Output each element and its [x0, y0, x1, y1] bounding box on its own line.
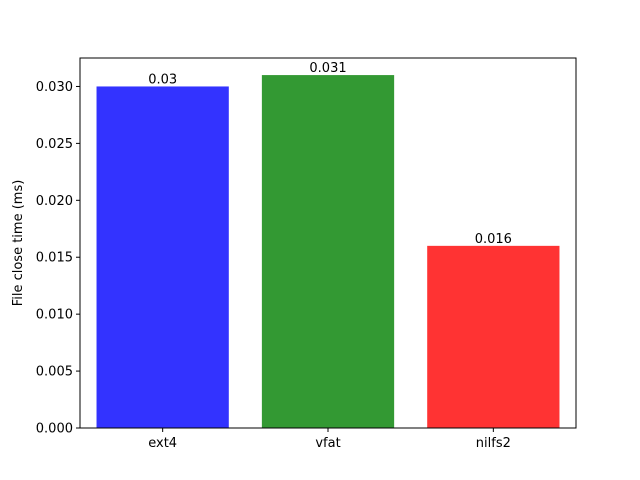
data-label-vfat: 0.031	[309, 61, 346, 76]
y-tick-label: 0.005	[36, 365, 73, 380]
y-tick-label: 0.015	[36, 251, 73, 266]
x-axis: ext4 vfat nilfs2	[148, 428, 511, 451]
y-tick-label: 0.030	[36, 80, 73, 95]
y-axis-label: File close time (ms)	[11, 180, 26, 307]
y-tick-label: 0.020	[36, 194, 73, 209]
x-tick-label-nilfs2: nilfs2	[476, 436, 511, 451]
bar-nilfs2	[427, 245, 560, 428]
y-tick-label: 0.010	[36, 308, 73, 323]
y-tick-label: 0.000	[36, 422, 73, 437]
x-tick-label-ext4: ext4	[148, 436, 177, 451]
y-tick-label: 0.025	[36, 137, 73, 152]
data-labels-group: 0.03 0.031 0.016	[148, 61, 512, 247]
bar-vfat	[261, 75, 395, 428]
plot-frame	[79, 57, 577, 429]
data-label-ext4: 0.03	[148, 72, 177, 87]
bars-group	[96, 75, 560, 429]
bar-ext4	[96, 86, 229, 429]
x-tick-label-vfat: vfat	[315, 436, 340, 451]
y-axis: 0.000 0.005 0.010 0.015 0.020 0.025 0.030	[36, 80, 80, 437]
data-label-nilfs2: 0.016	[475, 232, 512, 247]
